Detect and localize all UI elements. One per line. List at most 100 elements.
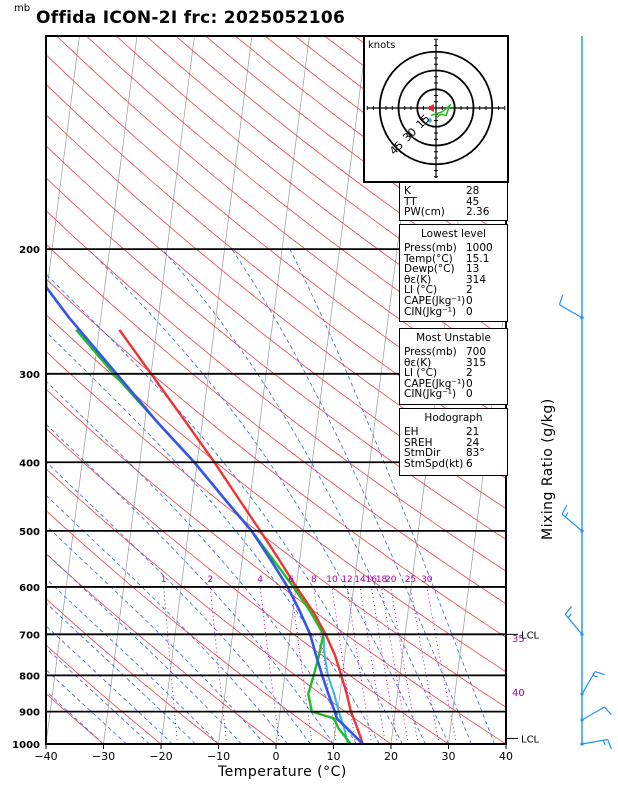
mixing-ratio-label: 12: [341, 575, 352, 585]
dry-adiabat: [46, 114, 506, 480]
dry-adiabat: [46, 83, 506, 450]
parcel-line: [46, 284, 364, 744]
moist-adiabat: [161, 248, 449, 744]
param-row: StmSpd(kt) 6: [404, 457, 473, 470]
index-row-k: K 28: [404, 185, 480, 197]
hodograph: [366, 38, 506, 178]
wind-barb-flag: [564, 512, 569, 518]
param-row: Dewp(°C) 13: [404, 263, 480, 276]
x-axis-label: Temperature (°C): [218, 764, 347, 780]
dry-adiabat: [46, 177, 506, 541]
param-row: θε(K) 315: [404, 356, 487, 369]
mixing-ratio-line: [381, 586, 409, 744]
wind-barb-flag: [561, 504, 568, 515]
moist-adiabat: [87, 248, 426, 744]
dry-adiabat: [46, 598, 219, 744]
param-row: θε(K) 314: [404, 273, 487, 286]
pressure-tick-label: 600: [19, 583, 40, 594]
temperature-line: [118, 329, 364, 744]
mixing-ratio-label: 14: [354, 575, 366, 585]
isotherm: [46, 36, 80, 300]
moist-adiabat: [46, 494, 288, 744]
dry-adiabat: [56, 36, 506, 394]
wind-barb-flag: [558, 294, 564, 305]
wind-barb: [580, 706, 612, 722]
mixing-ratio-label: 20: [385, 575, 397, 585]
wind-barb-flag: [594, 670, 605, 676]
mixing-ratio-label: 16: [366, 575, 378, 585]
lowest-level-header: Lowest level: [420, 228, 487, 240]
wind-barb-shaft: [581, 706, 605, 721]
param-row: LI (°C) 2: [404, 367, 473, 380]
wind-barb-flag: [602, 740, 606, 746]
x-tick-label: 20: [384, 750, 398, 763]
page-title: Offida ICON-2I frc: 2025052106: [36, 8, 346, 28]
hodograph-params-panel: Hodograph EH 21 SREH 24 StmDir 83° StmSpd(kt) 6: [399, 408, 508, 477]
mixing-ratio-label: 18: [376, 575, 388, 585]
moist-adiabat: [46, 423, 334, 744]
mixing-ratio-label: 30: [421, 575, 433, 585]
moist-adiabat: [46, 524, 265, 744]
lcl-label: LCL: [521, 734, 540, 745]
isotherm: [46, 36, 138, 744]
wind-barb-flag: [567, 613, 572, 619]
mixing-ratio-line: [209, 586, 228, 744]
dry-adiabat: [46, 54, 506, 422]
param-row: StmDir 83°: [404, 447, 485, 460]
param-row: SREH 24: [404, 436, 480, 449]
param-row: CAPE(Jkg⁻¹) 0: [404, 377, 473, 390]
hodograph-point: [427, 118, 432, 123]
mixing-ratio-line: [426, 586, 458, 744]
hodograph-trace: [430, 103, 452, 119]
param-row: CAPE(Jkg⁻¹) 0: [404, 294, 473, 307]
indices-panel: K 28 TT 45 PW(cm) 2.36: [399, 182, 508, 221]
x-tick-label: −10: [207, 750, 230, 763]
index-row-pw: PW(cm) 2.36: [404, 206, 490, 219]
wind-barb-shaft: [559, 304, 583, 319]
param-row: Press(mb) 1000: [404, 242, 493, 254]
isotherm: [218, 36, 310, 744]
dry-adiabat: [46, 388, 506, 744]
wind-barb-flag: [564, 606, 573, 615]
dry-adiabat: [46, 509, 334, 744]
isotherm: [275, 36, 368, 744]
moist-adiabat: [46, 669, 127, 744]
dry-adiabat: [46, 145, 506, 510]
pressure-tick-label: 500: [19, 527, 40, 538]
lowest-level-panel: Lowest level Press(mb) 1000 Temp(°C) 15.1 De…: [399, 224, 508, 323]
mixing-ratio-axis-label: Mixing Ratio (g/kg): [540, 398, 556, 540]
dry-adiabat: [46, 278, 506, 638]
side-label: 40: [512, 688, 525, 699]
moist-adiabat: [46, 380, 357, 744]
moist-adiabat: [46, 625, 173, 744]
wind-barb-flag: [604, 706, 612, 716]
param-row: CIN(Jkg⁻¹) 0: [404, 305, 473, 318]
x-tick-label: −40: [34, 750, 57, 763]
moist-adiabat: [46, 331, 380, 744]
x-tick-label: 30: [442, 750, 456, 763]
pressure-tick-label: 400: [19, 458, 40, 469]
most-unstable-header: Most Unstable: [416, 332, 491, 344]
surface-mixing-line: [322, 634, 349, 744]
wind-barb-flag: [607, 739, 612, 750]
storm-motion-marker: [427, 104, 434, 112]
moist-adiabat: [231, 248, 472, 744]
mixing-ratio-label: 2: [207, 575, 213, 585]
pressure-tick-label: 800: [19, 671, 40, 682]
isotherm: [160, 36, 253, 744]
wind-barb: [558, 294, 584, 320]
dry-adiabat: [46, 314, 506, 673]
x-tick-label: 10: [327, 750, 341, 763]
wind-barb: [580, 738, 612, 750]
dry-adiabat: [46, 243, 506, 605]
moist-adiabat: [46, 602, 196, 744]
dry-adiabat: [46, 553, 277, 744]
param-row: EH 21: [404, 426, 480, 438]
wind-barb-flag: [592, 674, 598, 678]
dry-adiabat: [46, 210, 506, 572]
side-label: 35: [512, 634, 525, 645]
wind-barb: [564, 606, 584, 636]
lcl-label: LCL: [521, 630, 540, 641]
hodograph-unit-label: knots: [368, 40, 395, 51]
